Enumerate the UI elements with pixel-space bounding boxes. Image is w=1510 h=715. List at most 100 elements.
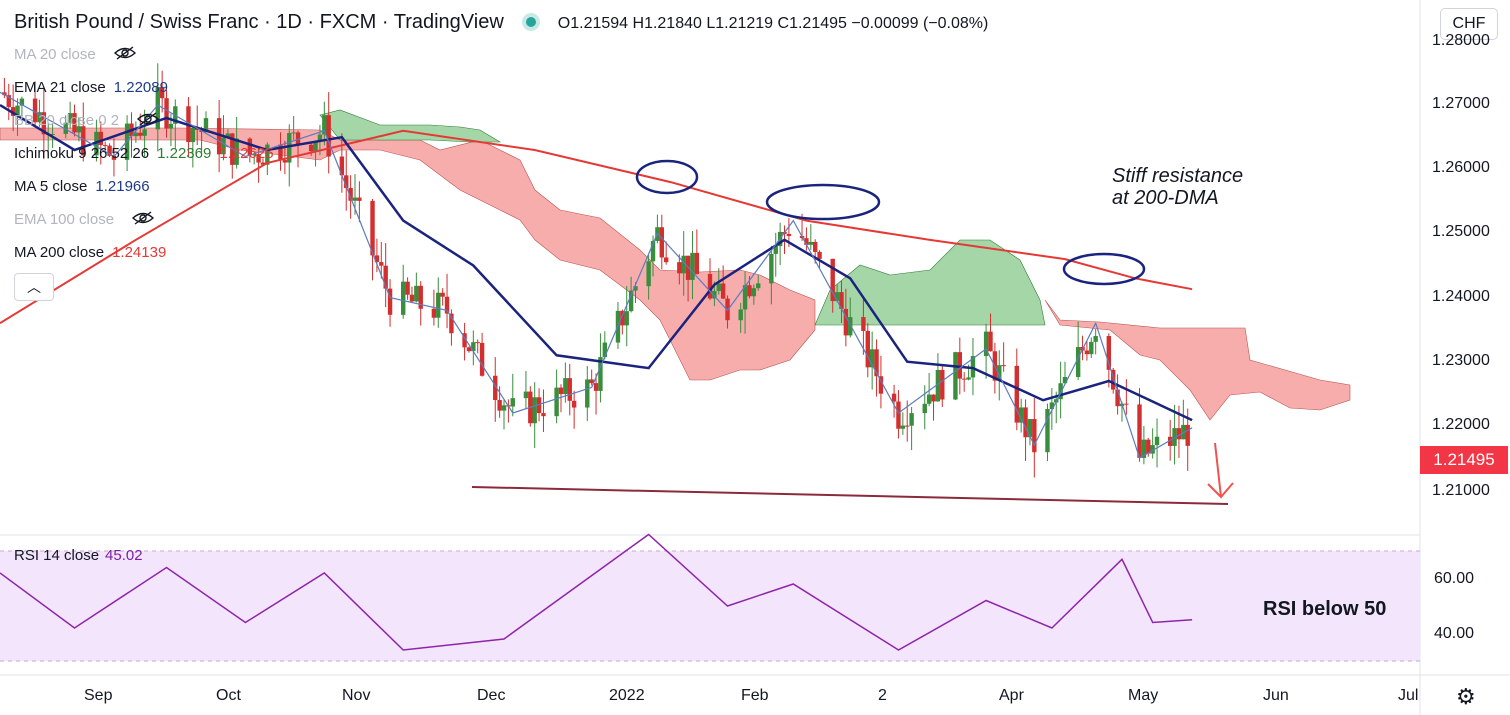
candle (1001, 342, 1006, 372)
ma-200-close-line (0, 129, 1193, 325)
candle (142, 109, 147, 158)
candle (773, 232, 778, 277)
candle (738, 302, 743, 333)
candle (922, 385, 927, 430)
candle (804, 227, 809, 251)
currency-button[interactable]: CHF (1440, 8, 1498, 40)
candle (102, 141, 108, 152)
candle (869, 331, 875, 390)
candle (251, 152, 257, 165)
candle (900, 412, 906, 435)
candle (67, 101, 73, 129)
price-axis-label: 1.25000 (1432, 223, 1490, 240)
candle (558, 384, 564, 413)
gear-icon[interactable]: ⚙ (1456, 684, 1476, 709)
candle (216, 99, 222, 173)
candle (444, 273, 450, 329)
candle (541, 389, 546, 433)
legend-ema100[interactable]: EMA 100 close (14, 211, 155, 229)
down-arrow-icon (1207, 442, 1234, 499)
candle (567, 363, 572, 416)
candle (466, 346, 472, 353)
time-axis-label: Jun (1263, 687, 1289, 704)
candle (32, 81, 38, 127)
candle (295, 130, 301, 168)
candle (510, 373, 515, 417)
eye-hidden-icon[interactable] (137, 112, 160, 130)
candle (479, 332, 485, 377)
candle (339, 133, 345, 193)
candle (677, 254, 682, 285)
legend-ma5[interactable]: MA 5 close 1.21966 (14, 178, 150, 195)
candle (370, 198, 375, 281)
time-axis-label: 2 (878, 687, 887, 704)
candle (344, 150, 349, 211)
candle (41, 88, 47, 160)
legend-ma20[interactable]: MA 20 close (14, 46, 136, 64)
rsi-legend[interactable]: RSI 14 close 45.02 (14, 547, 143, 564)
candle (107, 143, 112, 158)
candle (471, 330, 476, 366)
rsi-axis-label: 40.00 (1434, 625, 1475, 642)
candle (81, 102, 86, 162)
time-axis-label: Feb (741, 687, 769, 704)
candle (203, 111, 209, 133)
price-axis-label: 1.21000 (1432, 482, 1490, 499)
eye-hidden-icon[interactable] (113, 46, 136, 64)
candle (1045, 403, 1050, 462)
candle (808, 224, 814, 250)
candle (988, 313, 993, 352)
candle (961, 372, 967, 392)
candle (15, 98, 20, 136)
price-axis-label: 1.22000 (1432, 416, 1490, 433)
legend-bb[interactable]: BB 20 close 0 2 (14, 112, 160, 130)
resistance-circle (765, 183, 881, 221)
candle (554, 369, 559, 424)
candle (401, 264, 406, 319)
candle (593, 373, 599, 415)
chevron-up-icon: ︿ (27, 279, 41, 295)
time-axis-label: Nov (342, 687, 371, 704)
legend-ichimoku[interactable]: Ichimoku 9 26 52 26 1.22369 1.22625 (14, 145, 274, 162)
price-axis-label: 1.24000 (1432, 288, 1490, 305)
candle (1075, 321, 1081, 380)
candle (63, 115, 68, 139)
candle (1154, 418, 1160, 468)
time-axis-label: Oct (216, 687, 241, 704)
candle (449, 309, 454, 346)
ema-21-close-line (0, 104, 1193, 422)
ohlc-readout: O1.21594 H1.21840 L1.21219 C1.21495 −0.0… (557, 15, 989, 32)
candle (326, 92, 331, 174)
candle (98, 121, 104, 165)
candle (1027, 418, 1033, 446)
candle (861, 296, 866, 355)
eye-hidden-icon[interactable] (132, 211, 155, 229)
market-status-icon (525, 16, 536, 27)
candle (72, 104, 77, 137)
candle (387, 279, 393, 327)
candle (308, 143, 314, 156)
candle (322, 101, 327, 146)
legend-ema21[interactable]: EMA 21 close 1.22089 (14, 79, 168, 96)
candle (10, 84, 16, 132)
symbol-title[interactable]: British Pound / Swiss Franc · 1D · FXCM … (14, 11, 504, 33)
candle (313, 140, 318, 167)
rsi-line (0, 533, 1193, 651)
time-axis-label: 2022 (609, 687, 645, 704)
candle (37, 99, 42, 127)
candle (681, 231, 686, 296)
candle (1141, 426, 1147, 465)
candle (379, 242, 384, 279)
candle (260, 158, 266, 165)
support-trendline (471, 486, 1229, 505)
candle (247, 137, 253, 163)
time-axis-label: Jul (1398, 687, 1419, 704)
candle (865, 323, 870, 378)
collapse-legend-button[interactable]: ︿ (14, 273, 54, 301)
legend-ma200[interactable]: MA 200 close 1.24139 (14, 244, 167, 261)
candle (493, 357, 498, 422)
candle (848, 297, 853, 338)
candle (742, 271, 748, 334)
candle (1058, 361, 1063, 419)
